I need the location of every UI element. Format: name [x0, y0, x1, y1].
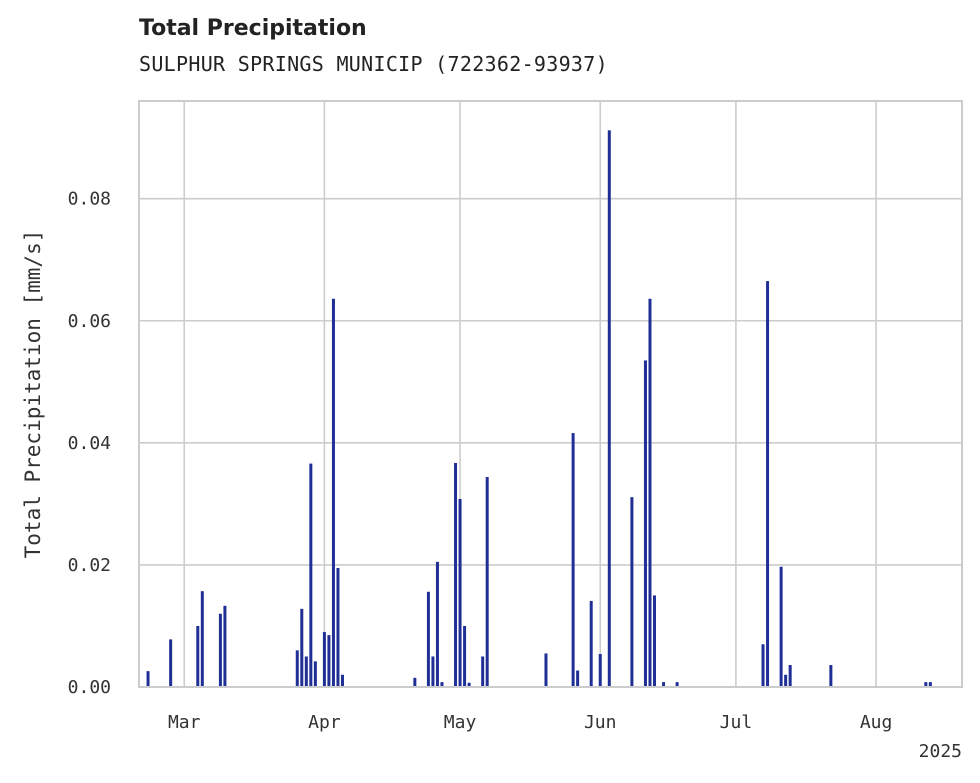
x-axis-year-label: 2025	[919, 741, 962, 762]
x-tick-label: Aug	[860, 712, 893, 733]
precipitation-bar	[322, 632, 326, 687]
x-tick-label: Apr	[308, 712, 341, 733]
precipitation-bar	[327, 635, 331, 687]
precipitation-bar	[463, 625, 467, 687]
precipitation-bar	[336, 567, 340, 687]
precipitation-bar	[607, 130, 611, 688]
precipitation-bar	[485, 477, 489, 687]
precipitation-bar	[454, 462, 458, 687]
precipitation-bar	[435, 561, 439, 687]
y-tick-label: 0.06	[68, 311, 111, 332]
precipitation-bar	[653, 595, 657, 687]
precipitation-bar	[598, 654, 602, 687]
precipitation-bar	[295, 650, 299, 687]
precipitation-bar	[643, 360, 647, 687]
x-tick-label: May	[444, 712, 477, 733]
precipitation-bar	[788, 665, 792, 687]
plot-frame	[138, 100, 963, 688]
bar-series	[146, 130, 932, 688]
precipitation-bar	[571, 433, 575, 687]
precipitation-bar	[928, 682, 932, 687]
precipitation-bar	[413, 677, 417, 687]
gridlines	[139, 101, 962, 688]
precipitation-bar	[924, 682, 928, 687]
y-tick-label: 0.04	[68, 433, 111, 454]
precipitation-bar	[169, 639, 173, 687]
precipitation-bar	[675, 682, 679, 687]
precipitation-bar	[467, 682, 471, 687]
precipitation-bar	[481, 656, 485, 687]
precipitation-bar	[576, 670, 580, 687]
precipitation-bar	[589, 600, 593, 687]
chart-title: Total Precipitation	[139, 16, 367, 41]
x-tick-label: Jul	[720, 712, 753, 733]
y-tick-label: 0.02	[68, 555, 111, 576]
precipitation-bar	[196, 625, 200, 687]
precipitation-bar	[766, 281, 770, 687]
precipitation-bar	[662, 682, 666, 687]
x-tick-label: Jun	[584, 712, 617, 733]
precipitation-bar	[300, 608, 304, 687]
precipitation-bar	[784, 674, 788, 687]
precipitation-bar	[544, 653, 548, 687]
precipitation-bar	[648, 298, 652, 687]
y-axis-ticks: 0.00 0.02 0.04 0.06 0.08	[68, 189, 111, 698]
x-axis-ticks: Mar Apr May Jun Jul Aug	[168, 712, 892, 733]
y-axis-label: Total Precipitation [mm/s]	[21, 230, 45, 559]
precipitation-bar	[440, 682, 444, 687]
x-tick-label: Mar	[168, 712, 201, 733]
precipitation-bar	[309, 463, 313, 687]
precipitation-bar	[146, 671, 150, 687]
precipitation-bar	[331, 298, 335, 687]
precipitation-bar	[458, 498, 462, 687]
y-tick-label: 0.00	[68, 677, 111, 698]
y-tick-label: 0.08	[68, 189, 111, 210]
precipitation-bar	[218, 613, 222, 687]
precipitation-bar	[313, 661, 317, 687]
precipitation-bar	[431, 656, 435, 687]
precipitation-bar	[200, 591, 204, 687]
precipitation-bar	[426, 591, 430, 687]
precipitation-bar	[761, 644, 765, 687]
precipitation-bar	[630, 497, 634, 687]
precipitation-bar	[779, 566, 783, 687]
precipitation-bar	[829, 665, 833, 687]
precipitation-bar	[340, 674, 344, 687]
precipitation-bar	[223, 605, 227, 687]
chart-subtitle: SULPHUR SPRINGS MUNICIP (722362-93937)	[139, 52, 608, 76]
precipitation-bar	[304, 656, 308, 687]
